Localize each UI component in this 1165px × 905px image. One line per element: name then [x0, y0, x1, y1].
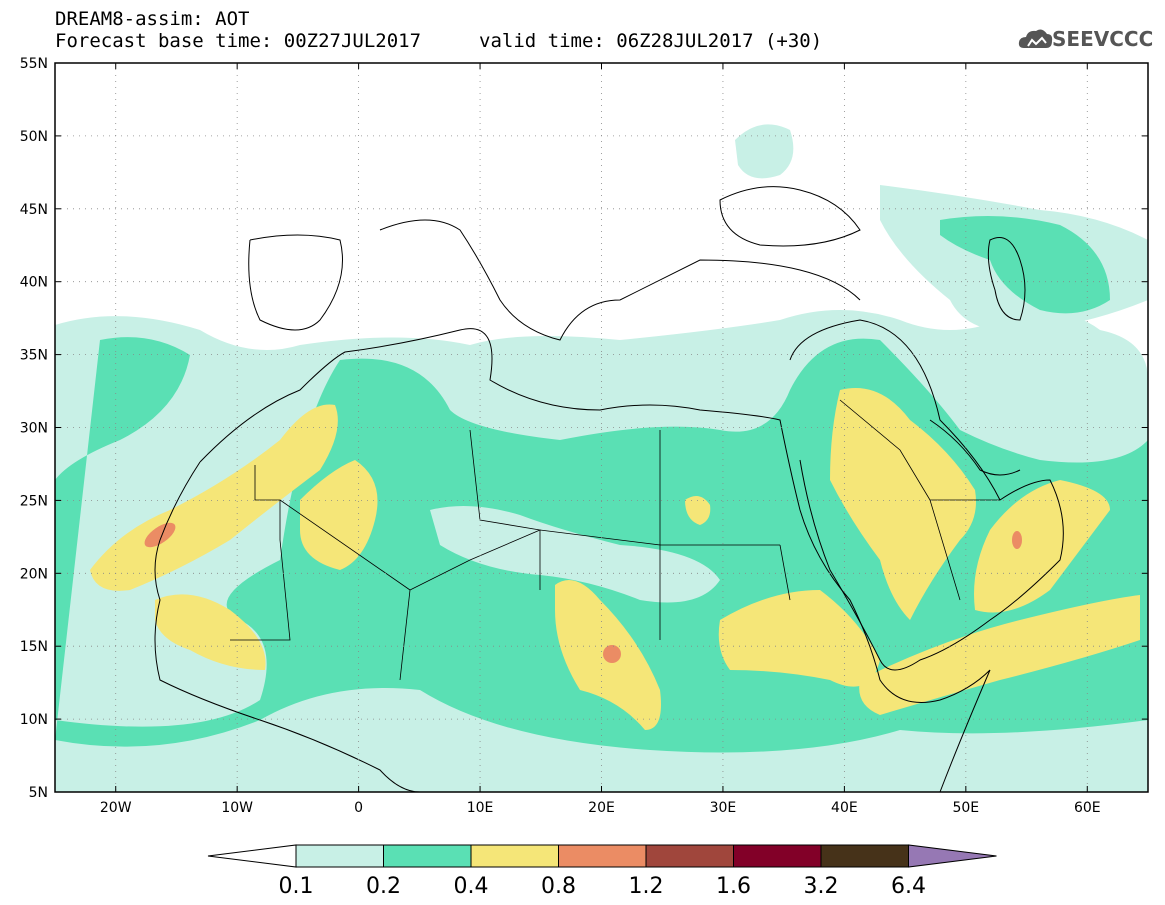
aot-band-0.4-arabia: [830, 388, 976, 620]
colorbar-label: 0.1: [279, 874, 314, 899]
lat-tick-label: 30N: [20, 421, 48, 437]
axis-labels: 20W 10W 0 10E 20E 30E 40E 50E 60E 5N 10N 15N 20N 25N 3…: [20, 56, 1101, 816]
lat-tick-label: 45N: [20, 202, 48, 218]
lon-tick-label: 20W: [100, 800, 132, 816]
aot-band-0.2-caspian: [940, 216, 1110, 314]
colorbar-label: 0.8: [541, 874, 576, 899]
aot-light-patch-sahara: [430, 506, 720, 603]
colorbar-segment: [383, 844, 472, 868]
colorbar-segment: [295, 844, 384, 868]
aot-band-0.4-mali: [300, 460, 378, 570]
lon-tick-label: 0: [354, 800, 363, 816]
lon-tick-label: 30E: [710, 800, 737, 816]
logo-text: SEEVCCC: [1052, 27, 1154, 51]
lon-tick-label: 10W: [221, 800, 253, 816]
aot-band-0.4-arabsea: [859, 595, 1140, 715]
colorbar-segment: [558, 844, 647, 868]
colorbar-label: 0.2: [366, 874, 401, 899]
country-borders: [230, 399, 1000, 681]
colorbar-segment: [645, 844, 734, 868]
graticule: [55, 62, 1148, 793]
lat-tick-label: 20N: [20, 566, 48, 582]
lat-tick-label: 15N: [20, 639, 48, 655]
aot-band-0.8-chad: [603, 645, 621, 663]
colorbar-segment: [820, 844, 909, 868]
aot-band-0.4-oman: [974, 480, 1110, 613]
colorbar-over-triangle: [908, 844, 997, 868]
lat-tick-label: 10N: [20, 712, 48, 728]
africa-coast: [199, 328, 991, 792]
lon-tick-label: 50E: [952, 800, 979, 816]
colorbar-label: 1.2: [629, 874, 664, 899]
lon-tick-label: 10E: [467, 800, 494, 816]
colorbar-label: 6.4: [891, 874, 926, 899]
west-africa-coast: [154, 461, 421, 792]
caspian-sea: [987, 237, 1026, 321]
lon-tick-label: 60E: [1074, 800, 1101, 816]
aot-band-0.8-mauritania: [144, 522, 176, 548]
colorbar-under-triangle: [207, 844, 297, 868]
gulf-coast: [929, 419, 1021, 476]
aot-band-0.4-sudan: [718, 590, 880, 687]
lat-tick-label: 55N: [20, 56, 48, 72]
lat-tick-label: 50N: [20, 129, 48, 145]
lat-tick-label: 5N: [29, 785, 48, 801]
aot-band-0.8-oman: [1012, 531, 1022, 549]
valid-time: valid time: 06Z28JUL2017 (+30): [479, 30, 823, 52]
lat-tick-label: 35N: [20, 348, 48, 364]
aot-band-0.1-blacksea: [735, 124, 794, 179]
colorbar: 0.1 0.2 0.4 0.8 1.2 1.6 3.2 6.4: [207, 844, 997, 899]
aot-fields: [55, 124, 1148, 792]
aot-band-0.4-senegal: [155, 594, 266, 670]
forecast-base-time: Forecast base time: 00Z27JUL2017: [55, 30, 422, 52]
map-title: DREAM8-assim: AOT: [55, 8, 250, 30]
lat-tick-label: 25N: [20, 493, 48, 509]
lat-tick-label: 40N: [20, 275, 48, 291]
colorbar-label: 1.6: [716, 874, 751, 899]
lon-tick-label: 20E: [588, 800, 615, 816]
colorbar-label: 0.4: [454, 874, 489, 899]
aot-band-0.4-egypt: [685, 496, 711, 525]
arabia-coast: [789, 319, 1064, 671]
colorbar-segment: [470, 844, 559, 868]
colorbar-segment: [733, 844, 822, 868]
cloud-logo-icon: [1018, 29, 1053, 48]
black-sea: [719, 186, 861, 247]
europe-coast: [248, 219, 861, 341]
coastlines: [154, 186, 1064, 792]
colorbar-label: 3.2: [804, 874, 839, 899]
lon-tick-label: 40E: [831, 800, 858, 816]
